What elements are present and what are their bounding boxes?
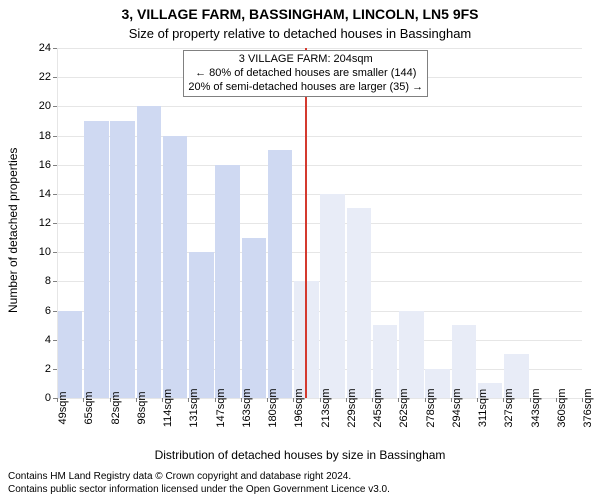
x-tick-label: 131sqm — [188, 388, 200, 427]
reference-marker-line — [305, 48, 307, 398]
plot-area: 02468101214161820222449sqm65sqm82sqm98sq… — [57, 48, 582, 398]
histogram-bar — [268, 150, 293, 398]
gridline — [57, 48, 582, 49]
axis-left — [57, 48, 58, 398]
chart-container: { "chart": { "type": "histogram", "title… — [0, 0, 600, 500]
annotation-box: 3 VILLAGE FARM: 204sqm← 80% of detached … — [183, 50, 428, 97]
y-tick-label: 4 — [23, 334, 51, 346]
x-tick-label: 82sqm — [110, 391, 122, 424]
x-tick-label: 327sqm — [503, 388, 515, 427]
x-tick-label: 262sqm — [398, 388, 410, 427]
y-tick-label: 2 — [23, 363, 51, 375]
histogram-bar — [452, 325, 477, 398]
footer-attribution: Contains HM Land Registry data © Crown c… — [8, 471, 592, 496]
y-tick-label: 16 — [23, 159, 51, 171]
histogram-bar — [189, 252, 214, 398]
x-tick-label: 343sqm — [530, 388, 542, 427]
histogram-bar — [137, 106, 162, 398]
histogram-bar — [215, 165, 240, 398]
x-tick-label: 147sqm — [215, 388, 227, 427]
x-tick-label: 65sqm — [83, 391, 95, 424]
annotation-line-2: ← 80% of detached houses are smaller (14… — [188, 67, 423, 81]
x-tick-label: 245sqm — [372, 388, 384, 427]
x-tick-label: 180sqm — [267, 388, 279, 427]
y-tick-label: 12 — [23, 217, 51, 229]
histogram-bar — [242, 238, 267, 398]
annotation-line-1: 3 VILLAGE FARM: 204sqm — [188, 53, 423, 67]
x-tick-label: 311sqm — [477, 389, 489, 427]
y-tick-label: 24 — [23, 42, 51, 54]
y-tick-label: 14 — [23, 188, 51, 200]
histogram-bar — [320, 194, 345, 398]
y-axis-label: Number of detached properties — [6, 148, 20, 313]
y-tick-label: 6 — [23, 305, 51, 317]
x-tick-label: 196sqm — [293, 388, 305, 427]
x-tick-label: 294sqm — [451, 388, 463, 427]
chart-title-address: 3, VILLAGE FARM, BASSINGHAM, LINCOLN, LN… — [0, 6, 600, 22]
y-tick-label: 22 — [23, 71, 51, 83]
x-tick-label: 376sqm — [582, 388, 594, 427]
x-tick-label: 98sqm — [136, 391, 148, 424]
x-axis-label: Distribution of detached houses by size … — [0, 448, 600, 462]
histogram-bar — [110, 121, 135, 398]
footer-line-1: Contains HM Land Registry data © Crown c… — [8, 471, 592, 484]
y-tick-label: 8 — [23, 275, 51, 287]
y-tick-label: 10 — [23, 246, 51, 258]
chart-title-description: Size of property relative to detached ho… — [0, 26, 600, 41]
x-tick-label: 49sqm — [57, 391, 69, 424]
x-tick-label: 360sqm — [556, 388, 568, 427]
annotation-line-3: 20% of semi-detached houses are larger (… — [188, 81, 423, 95]
histogram-bar — [399, 311, 424, 399]
histogram-bar — [163, 136, 188, 399]
x-tick-label: 114sqm — [162, 389, 174, 427]
histogram-bar — [84, 121, 109, 398]
footer-line-2: Contains public sector information licen… — [8, 484, 592, 497]
x-tick-label: 229sqm — [346, 388, 358, 427]
histogram-bar — [58, 311, 83, 399]
histogram-bar — [347, 208, 372, 398]
y-tick-label: 18 — [23, 130, 51, 142]
x-tick-label: 163sqm — [241, 388, 253, 427]
x-tick-label: 213sqm — [320, 388, 332, 427]
histogram-bar — [373, 325, 398, 398]
y-tick-label: 20 — [23, 100, 51, 112]
x-tick-label: 278sqm — [425, 388, 437, 427]
y-tick-label: 0 — [23, 392, 51, 404]
